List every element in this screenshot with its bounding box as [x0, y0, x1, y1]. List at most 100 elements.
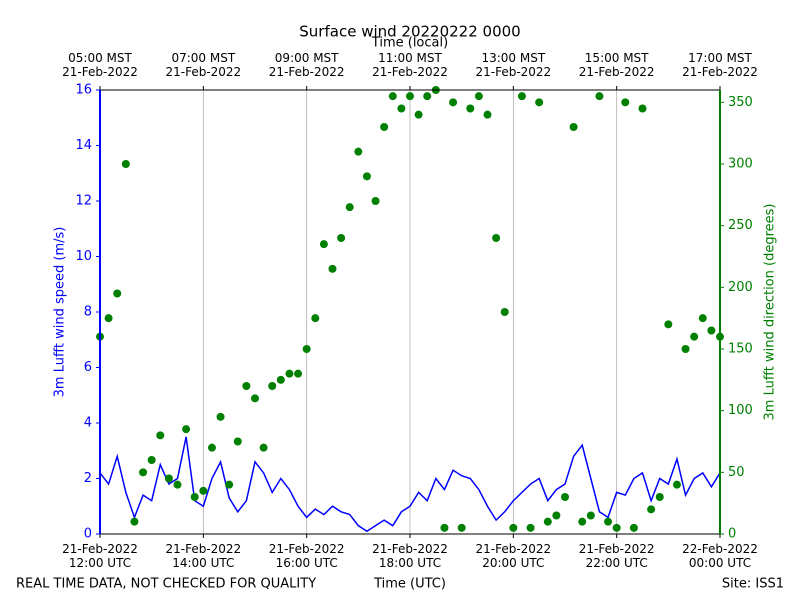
direction-point	[311, 314, 320, 323]
direction-point	[207, 443, 216, 452]
direction-point	[414, 110, 423, 119]
direction-point	[500, 308, 509, 316]
direction-point	[629, 523, 638, 532]
direction-point	[121, 160, 130, 168]
direction-point	[233, 437, 242, 446]
x2-tick-label: 07:00 MST 21-Feb-2022	[165, 51, 242, 79]
direction-point	[690, 332, 699, 341]
y2-tick-label: 150	[728, 342, 753, 357]
y-tick-label: 16	[75, 83, 92, 98]
y-tick-label: 10	[75, 249, 92, 264]
direction-point	[698, 314, 707, 323]
direction-point	[595, 92, 604, 101]
direction-point	[586, 511, 595, 520]
direction-point	[225, 480, 234, 489]
y-tick-label: 8	[84, 305, 92, 320]
y-tick-label: 2	[84, 471, 92, 486]
direction-point	[337, 234, 346, 242]
direction-point	[164, 474, 173, 483]
x2-tick-label: 05:00 MST 21-Feb-2022	[62, 51, 138, 79]
direction-point	[440, 523, 449, 532]
direction-point	[199, 486, 208, 495]
direction-point	[345, 203, 354, 212]
direction-point	[397, 104, 406, 113]
x2-tick-label: 15:00 MST 21-Feb-2022	[578, 51, 655, 79]
direction-point	[423, 92, 432, 101]
direction-point	[173, 480, 182, 489]
direction-point	[147, 456, 156, 464]
y2-tick-label: 0	[728, 527, 736, 542]
y2-tick-label: 50	[728, 465, 745, 480]
direction-point	[647, 505, 656, 514]
direction-point	[406, 92, 414, 101]
y-tick-label: 14	[75, 138, 92, 153]
x2-axis-label: Time (local)	[371, 36, 448, 51]
y-tick-label: 6	[84, 360, 92, 375]
direction-point	[612, 523, 621, 532]
direction-point	[535, 98, 544, 107]
direction-point	[543, 517, 552, 526]
direction-point	[190, 493, 199, 501]
direction-point	[388, 92, 397, 101]
direction-point	[569, 123, 578, 131]
direction-point	[268, 382, 277, 390]
x2-tick-label: 17:00 MST 21-Feb-2022	[682, 51, 758, 79]
y2-tick-label: 350	[728, 95, 753, 110]
direction-point	[517, 92, 526, 101]
direction-point	[655, 493, 664, 501]
direction-point	[139, 468, 148, 477]
x2-tick-label: 13:00 MST 21-Feb-2022	[475, 51, 552, 79]
chart-title: Surface wind 20220222 0000	[299, 23, 520, 41]
direction-point	[492, 234, 501, 242]
y2-tick-label: 100	[728, 403, 753, 418]
direction-point	[672, 480, 681, 489]
y-tick-label: 12	[75, 194, 92, 209]
x-tick-label: 21-Feb-2022 12:00 UTC	[62, 542, 138, 570]
x-tick-label: 22-Feb-2022 00:00 UTC	[682, 542, 758, 570]
direction-point	[371, 197, 380, 205]
direction-point	[621, 98, 630, 107]
direction-point	[242, 382, 251, 390]
direction-point	[466, 104, 475, 113]
direction-point	[578, 517, 587, 526]
direction-point	[302, 345, 311, 353]
note: Site: ISS1	[722, 577, 784, 592]
x-tick-label: 21-Feb-2022 20:00 UTC	[475, 542, 552, 570]
direction-point	[354, 147, 363, 156]
y2-tick-label: 300	[728, 157, 753, 172]
y-axis-label: 3m Lufft wind speed (m/s)	[53, 227, 68, 398]
direction-point	[449, 98, 458, 107]
x-tick-label: 21-Feb-2022 16:00 UTC	[268, 542, 345, 570]
y2-axis-label: 3m Lufft wind direction (degrees)	[763, 204, 778, 421]
direction-point	[113, 289, 122, 298]
y2-tick-label: 200	[728, 280, 753, 295]
speed-line	[99, 436, 721, 533]
direction-point	[509, 523, 518, 532]
x2-tick-label: 09:00 MST 21-Feb-2022	[268, 51, 345, 79]
direction-point	[664, 320, 673, 329]
x-tick-label: 21-Feb-2022 22:00 UTC	[578, 542, 655, 570]
direction-point	[362, 172, 371, 181]
direction-point	[457, 523, 466, 532]
x-tick-label: 21-Feb-2022 18:00 UTC	[372, 542, 448, 570]
x-axis-label: Time (UTC)	[373, 577, 446, 592]
note: REAL TIME DATA, NOT CHECKED FOR QUALITY	[16, 577, 316, 592]
direction-point	[604, 517, 613, 526]
direction-point	[328, 264, 337, 273]
direction-point	[707, 326, 716, 335]
direction-point	[561, 493, 569, 501]
direction-point	[526, 523, 535, 532]
y-tick-label: 0	[84, 527, 92, 542]
direction-point	[216, 412, 225, 421]
direction-point	[681, 345, 690, 353]
direction-point	[259, 443, 268, 452]
direction-point	[276, 375, 285, 384]
direction-point	[319, 240, 328, 249]
direction-point	[182, 425, 191, 434]
direction-point	[156, 431, 165, 440]
direction-point	[294, 369, 303, 378]
x2-tick-label: 11:00 MST 21-Feb-2022	[372, 51, 448, 79]
direction-point	[104, 314, 113, 323]
